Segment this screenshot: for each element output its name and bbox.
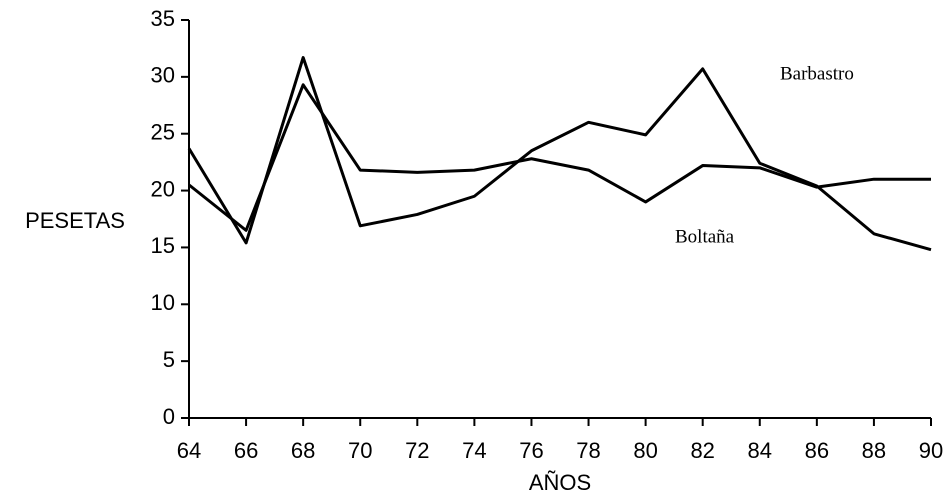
x-tick-label: 64: [177, 438, 201, 463]
x-tick-label: 76: [519, 438, 543, 463]
x-tick-label: 90: [919, 438, 943, 463]
series-line: [188, 83, 931, 232]
y-tick-label: 0: [163, 404, 175, 429]
series-line: [187, 56, 932, 252]
x-tick-label: 84: [748, 438, 772, 463]
x-tick-label: 74: [462, 438, 486, 463]
y-tick-label: 20: [151, 176, 175, 201]
series-label: Barbastro: [780, 63, 854, 84]
x-tick-label: 68: [291, 438, 315, 463]
y-tick-label: 15: [151, 233, 175, 258]
x-tick-label: 72: [405, 438, 429, 463]
y-tick-label: 30: [151, 63, 175, 88]
x-tick-label: 80: [633, 438, 657, 463]
series-label: Boltaña: [675, 226, 735, 247]
x-tick-label: 70: [348, 438, 372, 463]
y-tick-label: 10: [151, 290, 175, 315]
y-tick-label: 5: [163, 347, 175, 372]
y-axis-label: PESETAS: [25, 208, 125, 233]
x-tick-label: 66: [234, 438, 258, 463]
y-tick-label: 25: [151, 120, 175, 145]
x-axis-label: AÑOS: [529, 470, 591, 495]
x-tick-label: 88: [862, 438, 886, 463]
x-tick-label: 78: [576, 438, 600, 463]
x-tick-label: 86: [805, 438, 829, 463]
x-tick-label: 82: [690, 438, 714, 463]
y-tick-label: 35: [151, 6, 175, 31]
